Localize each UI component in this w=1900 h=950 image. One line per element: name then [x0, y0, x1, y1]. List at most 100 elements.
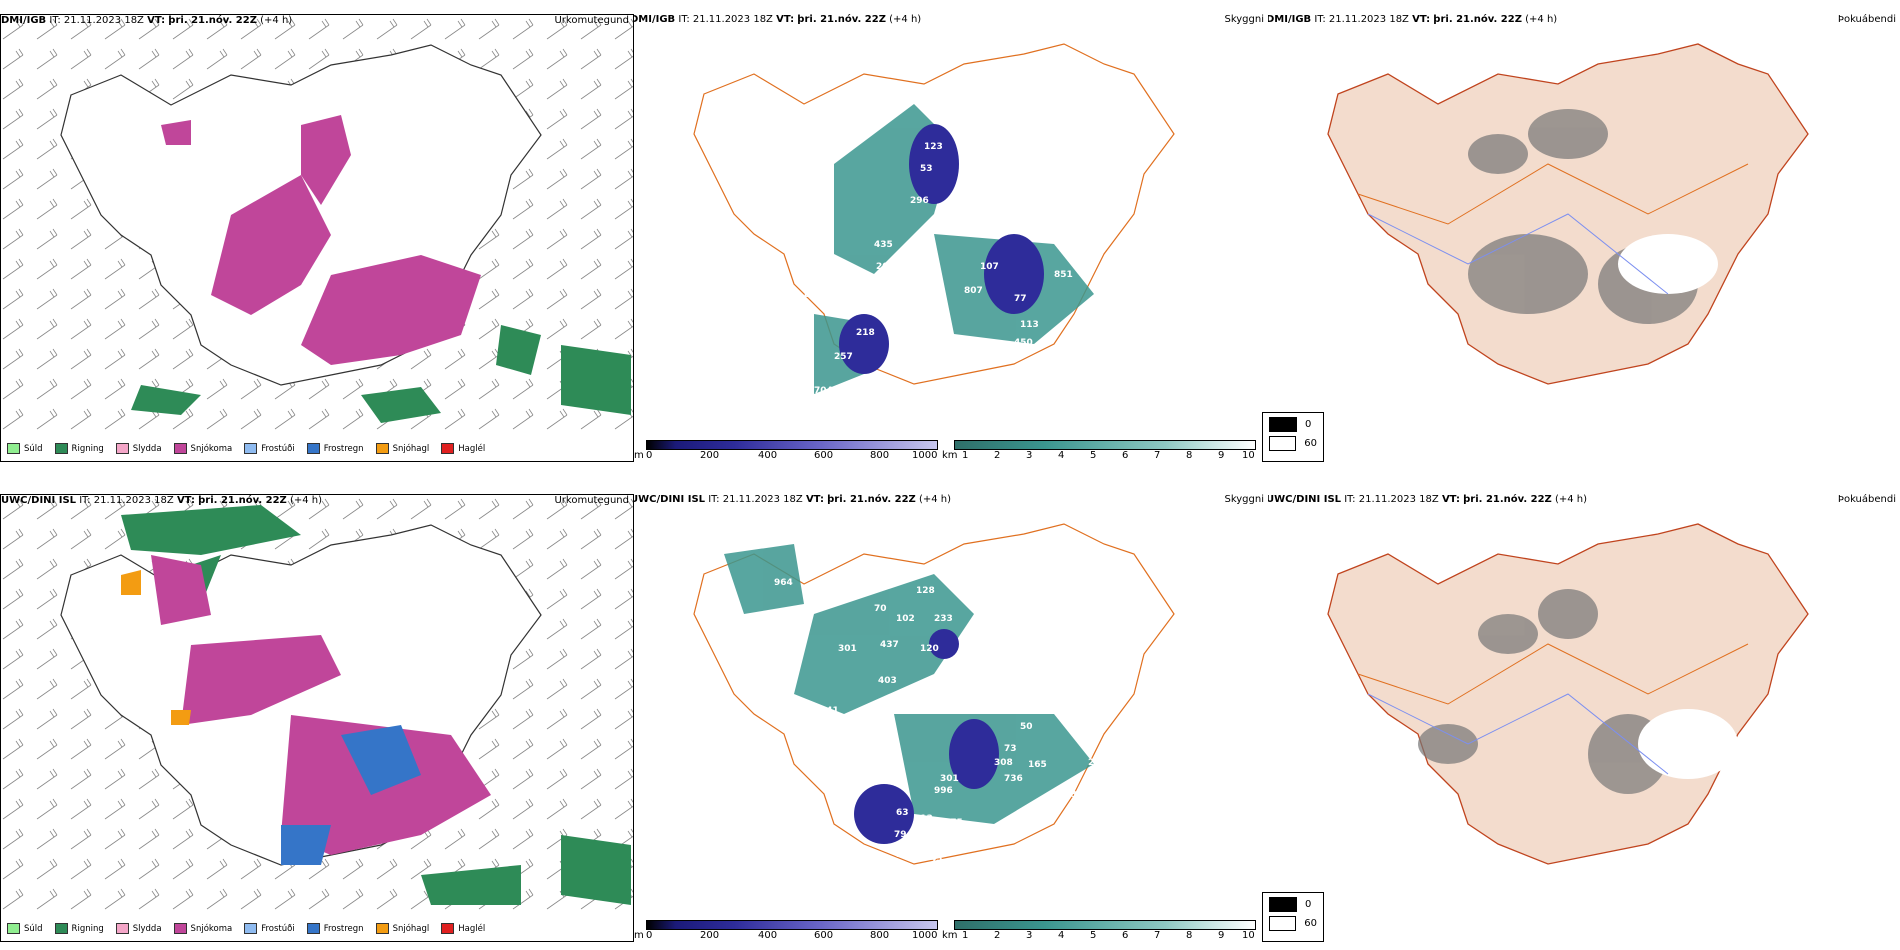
- visibility-label: 301: [838, 644, 857, 654]
- visibility-map-row2: [693, 523, 1175, 865]
- lead-time: (+4 h): [260, 15, 293, 26]
- precip-title-row1: Úrkomutegund: [554, 15, 629, 26]
- visibility-label: 81: [924, 270, 937, 280]
- visibility-label: 296: [910, 196, 929, 206]
- visibility-label: 120: [920, 644, 939, 654]
- visibility-label: 311: [822, 754, 841, 764]
- vt-value: þri. 21.nóv. 22Z: [198, 495, 287, 506]
- visibility-scale-m-row2: m 0 200 400 600 800 1000: [634, 918, 940, 942]
- vt-value: þri. 21.nóv. 22Z: [168, 15, 257, 26]
- visibility-label: 642: [774, 124, 793, 134]
- visibility-label: 218: [856, 328, 875, 338]
- visibility-label: 87: [1044, 114, 1057, 124]
- legend-haglel: Haglél: [441, 923, 485, 934]
- legend-frostudi: Frostúði: [244, 443, 295, 454]
- fog-legend-item-60: 60: [1269, 916, 1317, 931]
- visibility-label: 31: [800, 320, 813, 330]
- visibility-labels-row1: 642 123 80 87 53 26 296 77 27 435 202 28…: [774, 94, 1127, 414]
- visibility-label: 54: [896, 850, 909, 860]
- visibility-label: 450: [1014, 338, 1033, 348]
- visibility-label: 88: [778, 350, 791, 360]
- precip-map-row1: [1, 15, 633, 435]
- visibility-label: 70: [890, 358, 903, 368]
- visibility-label: 165: [1028, 760, 1047, 770]
- visibility-label: 142: [854, 288, 873, 298]
- legend-snjohagl: Snjóhagl: [375, 923, 429, 934]
- visibility-label: 113: [1020, 320, 1039, 330]
- visibility-label: 964: [774, 578, 793, 588]
- visibility-label: 851: [1054, 270, 1073, 280]
- visibility-panel-row1: DMI/IGB IT: 21.11.2023 18Z VT: þri. 21.n…: [634, 14, 1268, 462]
- legend-rigning: Rigning: [54, 923, 104, 934]
- precip-legend-row2: Súld Rigning Slydda Snjókoma Frostúði Fr…: [7, 923, 485, 934]
- visibility-label: 437: [880, 640, 899, 650]
- legend-sudd: Súld: [7, 443, 43, 454]
- it-label: IT:: [79, 495, 91, 506]
- river-line: [1367, 693, 1669, 775]
- model-label: DMI/IGB: [1, 15, 47, 26]
- road-line: [1357, 643, 1749, 705]
- visibility-label: 201: [1088, 758, 1107, 768]
- visibility-label: 233: [934, 614, 953, 624]
- visibility-label: 28: [824, 268, 837, 278]
- visibility-label: 130: [842, 726, 861, 736]
- legend-snjokoma: Snjókoma: [173, 443, 232, 454]
- visibility-label: 118: [886, 400, 905, 410]
- precip-legend-row1: Súld Rigning Slydda Snjókoma Frostúði Fr…: [7, 443, 485, 454]
- visibility-label: 63: [896, 808, 909, 818]
- precip-panel-row1: DMI/IGB IT: 21.11.2023 18Z VT: þri. 21.n…: [0, 14, 634, 462]
- river-line: [1367, 213, 1669, 295]
- visibility-label: 77: [1014, 294, 1027, 304]
- visibility-label: 74: [916, 402, 929, 412]
- fog-title-row2: Þokuábendi: [1837, 494, 1896, 505]
- fog-panel-row1: DMI/IGB IT: 21.11.2023 18Z VT: þri. 21.n…: [1268, 14, 1900, 462]
- legend-snjohagl: Snjóhagl: [375, 443, 429, 454]
- legend-snjokoma: Snjókoma: [173, 923, 232, 934]
- visibility-label: 403: [878, 676, 897, 686]
- visibility-label: 102: [896, 614, 915, 624]
- visibility-panel-row2: UWC/DINI ISL IT: 21.11.2023 18Z VT: þri.…: [634, 494, 1268, 942]
- visibility-label: 704: [814, 386, 833, 396]
- visibility-label: 202: [876, 262, 895, 272]
- visibility-label: 50: [1020, 722, 1033, 732]
- fog-map-row1: [1327, 43, 1809, 385]
- fog-header-row1: DMI/IGB IT: 21.11.2023 18Z VT: þri. 21.n…: [1268, 14, 1558, 25]
- legend-slydda: Slydda: [115, 923, 162, 934]
- visibility-label: 73: [1004, 744, 1017, 754]
- vt-label: VT:: [176, 495, 195, 506]
- fog-legend-item-0: 0: [1269, 417, 1317, 432]
- legend-frostregn: Frostregn: [306, 443, 364, 454]
- visibility-label: 80: [1014, 134, 1027, 144]
- visibility-label: 996: [934, 786, 953, 796]
- visibility-label: 53: [920, 164, 933, 174]
- visibility-label: 123: [924, 142, 943, 152]
- fog-legend-row2: 0 60: [1262, 892, 1324, 942]
- visibility-label: 26: [974, 174, 987, 184]
- vt-label: VT:: [147, 15, 166, 26]
- visibility-label: 327: [1084, 326, 1103, 336]
- precip-panel-row2: UWC/DINI ISL IT: 21.11.2023 18Z VT: þri.…: [0, 494, 634, 942]
- visibility-label: 25: [1054, 350, 1067, 360]
- visibility-map-row1: [693, 43, 1175, 394]
- visibility-label: 128: [916, 586, 935, 596]
- legend-frostudi: Frostúði: [244, 923, 295, 934]
- visibility-label: 807: [964, 286, 983, 296]
- snow-pellet-areas: [121, 570, 191, 725]
- visibility-label: 301: [940, 774, 959, 784]
- visibility-label: 70: [874, 604, 887, 614]
- visibility-label: 222: [876, 702, 895, 712]
- fog-clear-area: [1618, 234, 1718, 294]
- fog-legend-item-0: 0: [1269, 897, 1317, 912]
- visibility-label: 73: [904, 284, 917, 294]
- visibility-label: 47: [912, 704, 925, 714]
- visibility-label: 396: [1084, 312, 1103, 322]
- visibility-scale-m-row1: m 0 200 400 600 800 1000: [634, 438, 940, 462]
- visibility-label: 43: [930, 854, 943, 864]
- lead-time: (+4 h): [289, 495, 323, 506]
- legend-sudd: Súld: [7, 923, 43, 934]
- precip-header-row2: UWC/DINI ISL IT: 21.11.2023 18Z VT: þri.…: [1, 495, 322, 507]
- legend-rigning: Rigning: [54, 443, 104, 454]
- visibility-label: 257: [834, 352, 853, 362]
- fog-map-row2: [1327, 523, 1809, 865]
- visibility-label: 163: [884, 380, 903, 390]
